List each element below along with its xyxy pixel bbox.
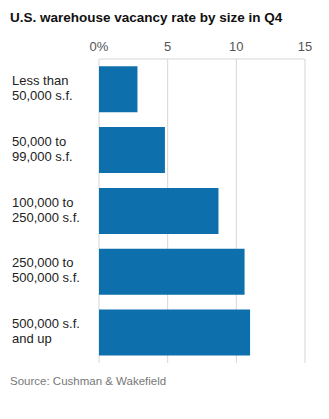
svg-text:0%: 0% [90, 39, 109, 54]
svg-text:250,000 to500,000 s.f.: 250,000 to500,000 s.f. [12, 256, 80, 286]
svg-text:5: 5 [164, 39, 171, 54]
svg-text:500,000 s.f.and up: 500,000 s.f.and up [12, 317, 80, 347]
svg-text:15: 15 [298, 39, 312, 54]
html-text:Source: Cushman & Wakefield: Source: Cushman & Wakefield [10, 375, 167, 387]
html-text:U.S. warehouse vacancy rate by: U.S. warehouse vacancy rate by size in Q… [10, 10, 283, 25]
svg-text:50,000 to99,000 s.f.: 50,000 to99,000 s.f. [12, 134, 73, 164]
svg-text:Less than50,000 s.f.: Less than50,000 s.f. [12, 73, 73, 103]
svg-text:100,000 to250,000 s.f.: 100,000 to250,000 s.f. [12, 195, 80, 225]
svg-text:10: 10 [229, 39, 243, 54]
